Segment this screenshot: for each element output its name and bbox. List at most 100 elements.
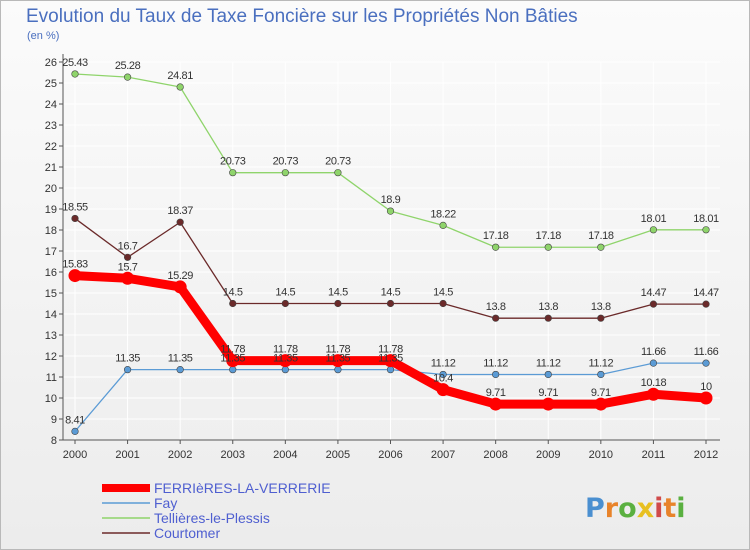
x-tick-label-2002: 2002 <box>168 449 192 461</box>
x-tick-label-2011: 2011 <box>642 449 666 461</box>
point-0-6 <box>384 354 397 368</box>
data-label-3-7: 14.5 <box>433 287 453 299</box>
point-2-0 <box>71 70 79 78</box>
point-1-3 <box>229 366 237 374</box>
point-0-8 <box>489 397 503 411</box>
point-3-1 <box>123 253 132 261</box>
legend-entry-3: Courtomer <box>154 525 220 541</box>
legend-entry-0: FERRIèRES-LA-VERRERIE <box>154 480 331 496</box>
data-label-0-10: 9.71 <box>591 387 611 399</box>
point-0-9 <box>541 397 555 411</box>
point-2-2 <box>176 83 184 91</box>
point-1-2 <box>176 366 184 374</box>
point-1-8 <box>492 370 500 379</box>
data-label-1-11: 11.66 <box>641 346 666 358</box>
data-label-1-8: 11.12 <box>483 357 508 369</box>
data-label-1-5: 11.35 <box>326 353 351 365</box>
grid-layer <box>63 61 720 441</box>
series-3 <box>71 214 710 322</box>
y-tick-label-20: 20 <box>45 183 57 195</box>
point-0-1 <box>121 271 135 285</box>
legend-entry-1: Fay <box>154 495 177 511</box>
y-tick-label-25: 25 <box>45 78 57 90</box>
data-label-3-8: 13.8 <box>486 301 506 313</box>
data-label-0-3: 11.78 <box>220 344 245 356</box>
data-label-3-9: 13.8 <box>538 301 558 313</box>
data-label-1-9: 11.12 <box>536 357 561 369</box>
data-label-3-2: 18.37 <box>167 205 193 217</box>
point-0-0 <box>68 269 82 283</box>
data-label-0-2: 15.29 <box>167 270 193 282</box>
point-3-9 <box>544 314 552 322</box>
data-label-0-5: 11.78 <box>326 344 351 356</box>
point-0-10 <box>594 397 608 411</box>
x-tick-label-2010: 2010 <box>589 449 613 461</box>
y-tick-label-8: 8 <box>51 435 57 447</box>
point-1-1 <box>123 366 132 374</box>
point-0-5 <box>331 354 345 368</box>
data-label-3-11: 14.47 <box>641 287 667 299</box>
data-label-1-10: 11.12 <box>588 357 613 369</box>
x-tick-label-2006: 2006 <box>378 449 402 461</box>
point-0-12 <box>699 391 713 405</box>
data-label-2-4: 20.73 <box>273 156 299 168</box>
point-3-12 <box>702 300 710 308</box>
chart-title: Evolution du Taux de Taxe Foncière sur l… <box>26 6 578 27</box>
y-tick-label-18: 18 <box>45 225 57 237</box>
point-1-10 <box>597 370 605 379</box>
data-label-0-8: 9.71 <box>486 387 506 399</box>
y-tick-label-23: 23 <box>45 120 57 132</box>
data-label-3-6: 14.5 <box>381 287 401 299</box>
data-label-3-10: 13.8 <box>591 301 611 313</box>
axes-layer: 8 9 10 11 12 13 14 15 16 17 18 19 20 21 22 23 24 25 26 2000… <box>45 54 720 461</box>
point-3-5 <box>334 299 342 308</box>
y-tick-label-26: 26 <box>45 57 57 69</box>
point-1-4 <box>281 366 289 374</box>
point-3-4 <box>281 299 289 308</box>
point-2-7 <box>439 221 447 229</box>
data-label-2-5: 20.73 <box>325 156 351 168</box>
chart-subtitle: (en %) <box>27 30 59 42</box>
data-label-2-9: 17.18 <box>535 230 561 242</box>
proxiti-logo: Proxiti <box>585 493 686 524</box>
data-label-0-6: 11.78 <box>378 344 403 356</box>
data-label-1-6: 11.35 <box>378 353 403 365</box>
point-0-3 <box>226 354 240 368</box>
point-2-9 <box>544 243 552 251</box>
data-label-1-7: 11.12 <box>431 357 456 369</box>
data-label-1-1: 11.35 <box>115 353 140 365</box>
point-1-11 <box>649 359 658 367</box>
point-0-2 <box>173 280 187 294</box>
data-label-1-2: 11.35 <box>168 353 193 365</box>
point-1-6 <box>386 366 395 374</box>
data-label-2-11: 18.01 <box>641 213 667 225</box>
point-3-6 <box>386 299 395 308</box>
y-tick-label-9: 9 <box>51 414 57 426</box>
data-label-0-11: 10.18 <box>641 377 667 389</box>
data-label-2-0: 25.43 <box>62 57 88 69</box>
point-3-11 <box>649 300 658 308</box>
y-tick-label-17: 17 <box>45 246 57 258</box>
data-label-3-5: 14.5 <box>328 287 348 299</box>
data-label-2-7: 18.22 <box>430 208 456 220</box>
legend-entry-2: Tellières-le-Plessis <box>154 510 270 526</box>
data-label-1-0: 8.41 <box>65 414 85 426</box>
data-label-0-7: 10.4 <box>433 373 453 385</box>
point-2-6 <box>386 207 395 215</box>
data-label-0-9: 9.71 <box>538 387 558 399</box>
y-tick-label-11: 11 <box>46 372 57 384</box>
series-1 <box>71 359 710 435</box>
series-2 <box>71 70 710 251</box>
data-label-3-0: 18.55 <box>62 201 88 213</box>
data-label-2-12: 18.01 <box>693 213 719 225</box>
point-3-2 <box>176 218 184 226</box>
point-2-8 <box>492 243 500 251</box>
proxiti-letter-5: t <box>663 493 676 524</box>
data-label-2-1: 25.28 <box>115 60 141 72</box>
point-2-11 <box>649 226 658 234</box>
x-tick-label-2009: 2009 <box>536 449 560 461</box>
point-3-8 <box>492 314 500 322</box>
point-1-9 <box>544 370 552 379</box>
y-tick-label-12: 12 <box>45 351 57 363</box>
